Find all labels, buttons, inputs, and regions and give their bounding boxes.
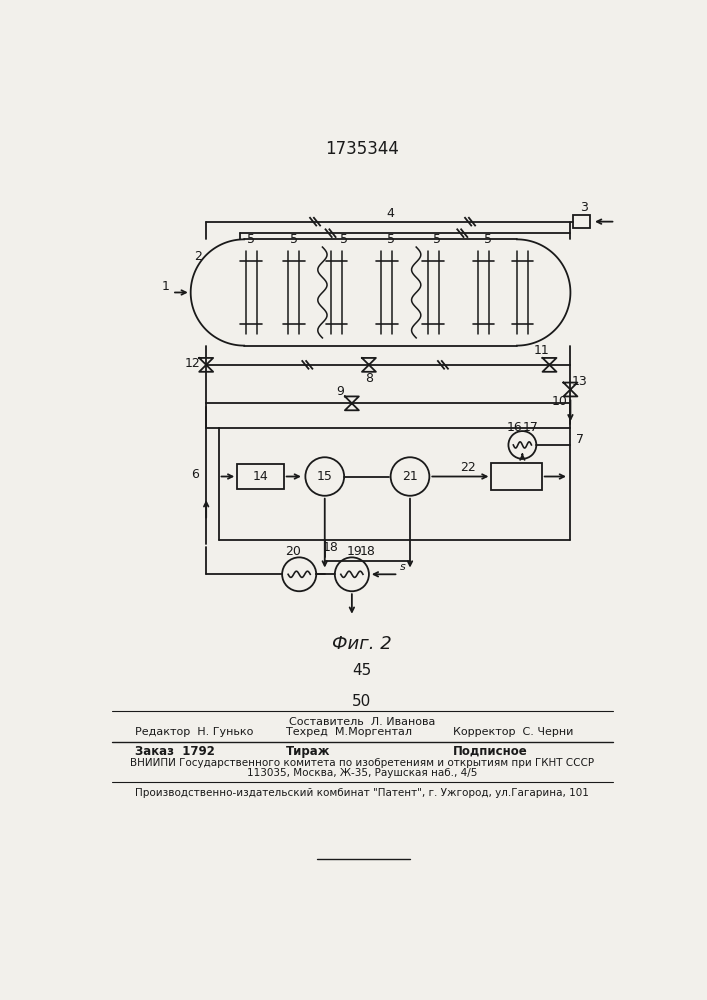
Text: 5: 5 [290,233,298,246]
Bar [491,463,542,490]
Text: 15: 15 [317,470,333,483]
Text: 1: 1 [162,280,170,293]
Text: 2: 2 [194,250,202,263]
Text: 10: 10 [551,395,568,408]
Text: 5: 5 [247,233,255,246]
Text: 22: 22 [460,461,476,474]
Text: 3: 3 [580,201,588,214]
Text: 4: 4 [387,207,395,220]
Text: 19: 19 [346,545,362,558]
Text: 21: 21 [402,470,418,483]
Text: Подписное: Подписное [452,745,527,758]
Text: 8: 8 [365,372,373,385]
Text: 18: 18 [359,545,375,558]
Text: 11: 11 [534,344,549,358]
Text: 5: 5 [387,233,395,246]
Text: Техред  М.Моргентал: Техред М.Моргентал [286,727,412,737]
Text: Составитель  Л. Иванова: Составитель Л. Иванова [288,717,435,727]
Text: 5: 5 [340,233,348,246]
Text: 6: 6 [192,468,199,481]
Text: 16: 16 [507,421,522,434]
Text: 45: 45 [352,663,372,678]
Bar [573,215,590,228]
Text: s: s [399,562,405,572]
Text: 20: 20 [285,545,301,558]
Text: 13: 13 [572,375,588,388]
Text: 5: 5 [433,233,441,246]
Text: Производственно-издательский комбинат "Патент", г. Ужгород, ул.Гагарина, 101: Производственно-издательский комбинат "П… [135,788,589,798]
Text: 12: 12 [185,357,201,370]
Text: Редактор  Н. Гунько: Редактор Н. Гунько [135,727,253,737]
Text: Тираж: Тираж [286,745,330,758]
Text: 14: 14 [252,470,268,483]
Text: Корректор  С. Черни: Корректор С. Черни [452,727,573,737]
Text: Заказ  1792: Заказ 1792 [135,745,215,758]
Text: 7: 7 [575,433,584,446]
Text: 9: 9 [337,385,344,398]
Text: 18: 18 [323,541,339,554]
Text: 1735344: 1735344 [325,140,399,158]
Text: 50: 50 [352,694,372,709]
Text: 17: 17 [522,421,538,434]
Text: ВНИИПИ Государственного комитета по изобретениям и открытиям при ГКНТ СССР: ВНИИПИ Государственного комитета по изоб… [130,758,594,768]
Bar [237,464,284,489]
Text: 113035, Москва, Ж-35, Раушская наб., 4/5: 113035, Москва, Ж-35, Раушская наб., 4/5 [247,768,477,778]
Text: Фиг. 2: Фиг. 2 [332,635,392,653]
Text: 5: 5 [484,233,491,246]
